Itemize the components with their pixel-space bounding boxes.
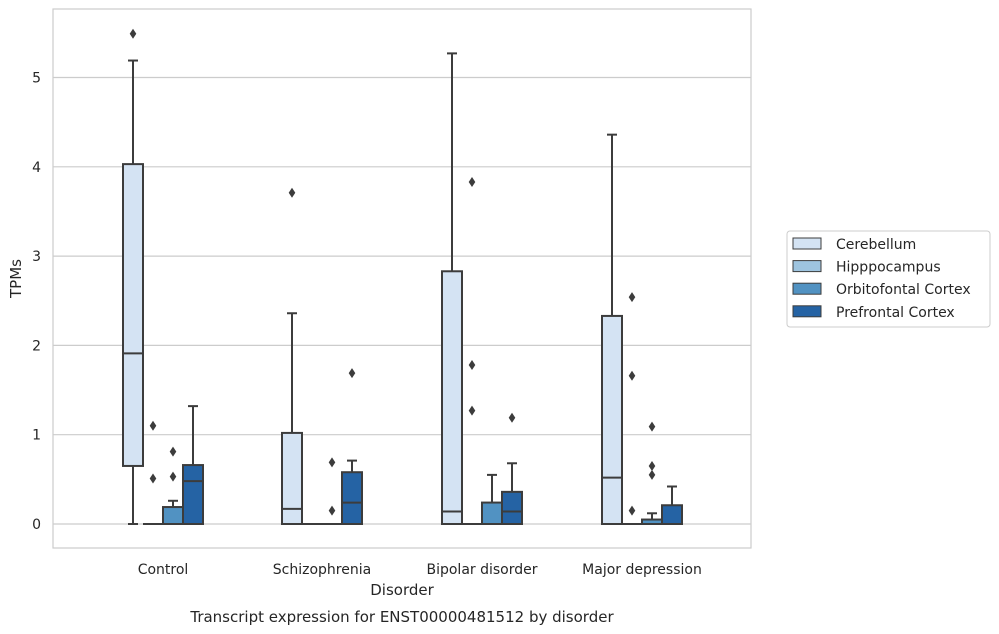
outlier-point [628, 292, 636, 303]
y-tick-label: 1 [32, 428, 41, 444]
outlier-point [149, 473, 157, 484]
y-axis-label: TPMs [7, 259, 25, 299]
x-tick-label: Major depression [582, 562, 702, 578]
box [501, 490, 523, 525]
box [341, 471, 363, 525]
legend-label: Cerebellum [836, 237, 916, 253]
outlier-point [468, 176, 476, 187]
y-tick-label: 3 [32, 249, 41, 265]
series-cerebellum [122, 28, 623, 525]
outlier-point [508, 412, 516, 423]
y-tick-label: 5 [32, 71, 41, 87]
y-axis-ticks: 0 1 2 3 4 5 [32, 71, 41, 534]
outlier-point [288, 187, 296, 198]
series-hipppocampus [143, 176, 642, 525]
outlier-point [129, 28, 137, 39]
box [162, 506, 184, 525]
legend-swatch [792, 237, 822, 250]
x-axis-label: Disorder [370, 581, 434, 599]
outlier-point [468, 405, 476, 416]
box [281, 431, 303, 525]
series-prefrontal-cortex [182, 368, 683, 526]
outlier-point [648, 469, 656, 480]
legend: Cerebellum Hipppocampus Orbitofontal Corte… [786, 230, 991, 328]
outlier-point [648, 421, 656, 432]
box [122, 163, 144, 467]
legend-label: Prefrontal Cortex [836, 305, 955, 321]
legend-label: Orbitofontal Cortex [836, 282, 971, 298]
box [601, 314, 623, 525]
y-tick-label: 4 [32, 160, 41, 176]
outlier-point [348, 368, 356, 379]
legend-swatch [792, 305, 822, 318]
outlier-point [328, 505, 336, 516]
box-plots [122, 28, 683, 526]
outlier-point [169, 446, 177, 457]
legend-swatch [792, 260, 822, 273]
box [661, 504, 683, 526]
outlier-point [628, 370, 636, 381]
outlier-point [648, 460, 656, 471]
legend-label: Hipppocampus [836, 260, 941, 276]
series-orbitofontal-cortex [162, 421, 663, 525]
box [182, 464, 204, 526]
y-tick-label: 2 [32, 338, 41, 354]
outlier-point [628, 505, 636, 516]
outlier-point [468, 360, 476, 371]
x-tick-label: Bipolar disorder [426, 562, 537, 578]
y-tick-label: 0 [32, 517, 41, 533]
gridlines [53, 76, 751, 525]
plot-frame [52, 8, 752, 549]
x-tick-label: Control [138, 562, 189, 578]
outlier-point [169, 471, 177, 482]
legend-swatch [792, 282, 822, 295]
box [441, 270, 463, 525]
chart-caption: Transcript expression for ENST0000048151… [189, 608, 614, 626]
outlier-point [328, 457, 336, 468]
x-tick-label: Schizophrenia [273, 562, 371, 578]
legend-frame [786, 230, 991, 328]
box [481, 501, 503, 525]
outlier-point [149, 420, 157, 431]
x-axis-ticks: Control Schizophrenia Bipolar disorder Majo… [138, 562, 702, 578]
